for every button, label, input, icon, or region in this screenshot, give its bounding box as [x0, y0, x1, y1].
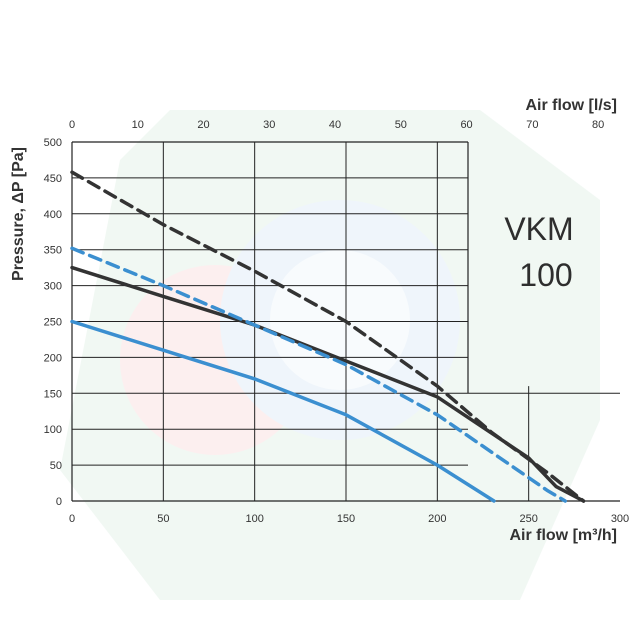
y-tick-labels: 0 50 100 150 200 250 300 350 400 450 500 [44, 137, 62, 508]
y-tick-label: 200 [44, 352, 62, 364]
x-top-tick-label: 50 [395, 119, 407, 131]
x-top-tick-label: 10 [132, 119, 144, 131]
y-tick-label: 250 [44, 317, 62, 329]
y-tick-label: 450 [44, 173, 62, 185]
x-top-tick-labels: 0 10 20 30 40 50 60 70 80 [69, 119, 604, 131]
model-label-line2: 100 [519, 257, 572, 293]
x-bottom-tick-label: 50 [157, 513, 169, 525]
series-line-2 [70, 265, 586, 503]
y-tick-label: 150 [44, 388, 62, 400]
x-bottom-tick-label: 250 [519, 513, 537, 525]
y-tick-label: 0 [56, 496, 62, 508]
x-top-tick-label: 60 [460, 119, 472, 131]
y-tick-label: 350 [44, 245, 62, 257]
x-top-tick-label: 30 [263, 119, 275, 131]
series-line-4 [70, 319, 496, 503]
series-line-3 [70, 246, 567, 503]
x-top-tick-label: 40 [329, 119, 341, 131]
x-bottom-tick-label: 200 [428, 513, 446, 525]
y-tick-label: 300 [44, 281, 62, 293]
model-label-line1: VKM [504, 211, 573, 247]
y-tick-label: 500 [44, 137, 62, 149]
x-bottom-tick-label: 0 [69, 513, 75, 525]
y-tick-label: 50 [50, 460, 62, 472]
y-tick-label: 400 [44, 209, 62, 221]
x-bottom-axis-title: Air flow [m³/h] [509, 527, 617, 544]
x-bottom-tick-label: 150 [337, 513, 355, 525]
x-top-axis-title: Air flow [l/s] [525, 97, 617, 114]
x-top-tick-label: 20 [197, 119, 209, 131]
x-top-tick-label: 0 [69, 119, 75, 131]
x-top-tick-label: 80 [592, 119, 604, 131]
x-bottom-tick-label: 300 [611, 513, 629, 525]
series-group [70, 170, 586, 503]
x-top-tick-label: 70 [526, 119, 538, 131]
x-bottom-tick-labels: 0 50 100 150 200 250 300 [69, 513, 629, 525]
x-bottom-tick-label: 100 [245, 513, 263, 525]
y-tick-label: 100 [44, 424, 62, 436]
y-axis-title: Pressure, ΔP [Pa] [10, 147, 27, 281]
plot-frame [71, 141, 620, 502]
